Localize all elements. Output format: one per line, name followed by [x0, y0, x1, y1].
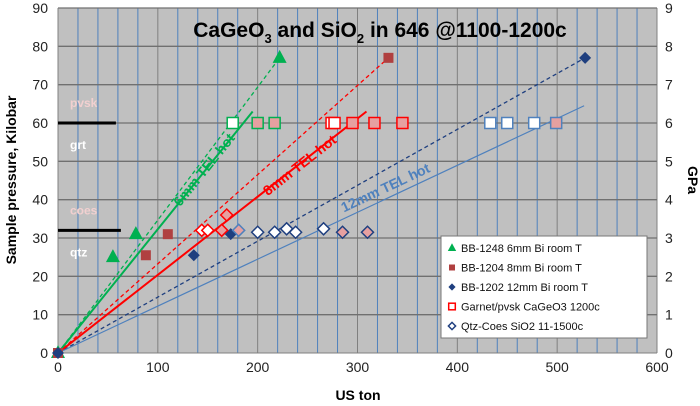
phase-label-above: coes — [70, 203, 98, 217]
y-tick-label: 60 — [32, 115, 48, 131]
chart-title: CaGeO3 and SiO2 in 646 @1100-1200c — [193, 19, 567, 46]
x-tick-label: 500 — [545, 359, 569, 375]
open-square-marker — [396, 116, 409, 130]
open-square-marker — [328, 116, 341, 130]
x-tick-label: 0 — [54, 359, 62, 375]
y2-tick-label: 5 — [665, 153, 673, 169]
open-diamond-marker — [267, 225, 282, 240]
open-diamond-marker — [231, 223, 246, 238]
y2-tick-label: 2 — [665, 268, 673, 284]
diamond-marker — [448, 283, 456, 291]
x-tick-label: 200 — [246, 359, 270, 375]
fit-line-dashed — [57, 57, 586, 354]
open-square-marker — [251, 116, 264, 130]
open-diamond-marker — [447, 321, 457, 331]
triangle-marker — [128, 226, 143, 240]
open-square-marker — [447, 302, 457, 311]
open-square-marker — [484, 116, 497, 130]
x-axis-label: US ton — [335, 387, 380, 403]
open-diamond-marker — [214, 223, 229, 238]
legend-entry: Qtz-Coes SiO2 11-1500c — [461, 321, 584, 333]
open-square-marker — [368, 116, 381, 130]
fit-line-dashed — [57, 57, 281, 354]
y2-tick-label: 9 — [665, 0, 673, 16]
open-diamond-marker — [316, 221, 331, 236]
y-tick-label: 10 — [32, 307, 48, 323]
diamond-marker — [579, 51, 592, 64]
open-square-marker — [527, 116, 541, 130]
legend-entry: BB-1202 12mm Bi room T — [461, 282, 588, 294]
open-square-marker — [346, 116, 359, 130]
legend-entry: BB-1204 8mm Bi room T — [461, 263, 582, 275]
legend-entry: BB-1248 6mm Bi room T — [461, 243, 582, 255]
y2-tick-label: 4 — [665, 192, 673, 208]
open-diamond-marker — [250, 225, 265, 240]
triangle-marker — [105, 249, 120, 263]
y-tick-label: 90 — [32, 0, 48, 16]
phase-label-below: qtz — [70, 245, 87, 259]
phase-label-above: pvsk — [70, 96, 98, 110]
open-diamond-marker — [219, 207, 234, 223]
diamond-marker — [187, 249, 200, 262]
open-square-marker — [268, 116, 281, 130]
x-tick-label: 400 — [446, 359, 470, 375]
open-diamond-marker — [200, 223, 215, 238]
open-square-marker — [501, 116, 514, 130]
open-square-marker — [226, 116, 239, 130]
open-diamond-marker — [360, 225, 375, 240]
x-tick-label: 600 — [645, 359, 669, 375]
legend: BB-1248 6mm Bi room T BB-1204 8mm Bi room… — [440, 235, 648, 339]
x-tick-label: 100 — [146, 359, 170, 375]
y2-axis-label: GPa — [685, 166, 700, 194]
y-tick-label: 80 — [32, 38, 48, 54]
x-tick-label: 300 — [346, 359, 370, 375]
y2-tick-label: 0 — [665, 345, 673, 361]
fit-line-hot — [57, 110, 254, 354]
square-marker — [449, 264, 455, 271]
phase-label-below: grt — [70, 138, 86, 152]
legend-entry: Garnet/pvsk CaGeO3 1200c — [461, 302, 600, 314]
y2-tick-label: 7 — [665, 77, 673, 93]
triangle-marker — [272, 49, 287, 63]
y2-tick-label: 6 — [665, 115, 673, 131]
y2-tick-label: 3 — [665, 230, 673, 246]
triangle-marker — [447, 243, 457, 251]
square-marker — [162, 229, 173, 240]
y-tick-label: 30 — [32, 230, 48, 246]
open-diamond-marker — [288, 225, 303, 240]
fit-line-dashed — [57, 57, 389, 354]
diamond-marker — [52, 347, 64, 359]
square-marker — [383, 52, 394, 63]
y-axis-label: Sample pressure, Kilobar — [3, 95, 19, 264]
y2-tick-label: 1 — [665, 307, 673, 323]
y-tick-label: 50 — [32, 153, 48, 169]
square-marker — [140, 250, 151, 261]
legend-box — [440, 235, 648, 339]
y2-tick-label: 8 — [665, 38, 673, 54]
open-diamond-marker — [335, 225, 350, 240]
y-tick-label: 70 — [32, 77, 48, 93]
open-square-marker — [549, 116, 563, 130]
y-tick-label: 0 — [40, 345, 48, 361]
y-tick-label: 20 — [32, 268, 48, 284]
y-tick-label: 40 — [32, 192, 48, 208]
